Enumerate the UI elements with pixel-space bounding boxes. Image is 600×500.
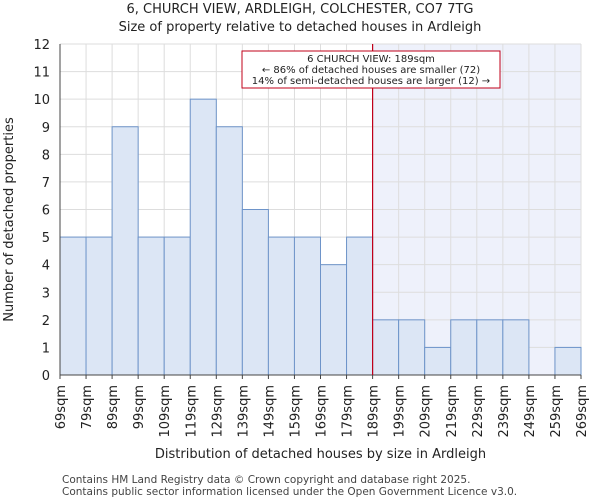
y-tick-label: 2 xyxy=(42,314,50,329)
x-tick-label: 179sqm xyxy=(341,385,356,438)
annotation-line: ← 86% of detached houses are smaller (72… xyxy=(262,65,480,76)
bar xyxy=(372,319,400,376)
bar xyxy=(502,319,530,376)
x-tick-label: 89sqm xyxy=(106,385,121,429)
x-tick-label: 109sqm xyxy=(158,385,173,438)
y-tick-label: 9 xyxy=(42,121,50,136)
footer-line-2: Contains public sector information licen… xyxy=(62,486,518,498)
x-tick-label: 249sqm xyxy=(523,385,538,438)
annotation-line: 6 CHURCH VIEW: 189sqm xyxy=(307,54,435,65)
y-tick-label: 6 xyxy=(42,204,50,219)
bar xyxy=(424,346,452,376)
y-tick-label: 10 xyxy=(33,93,50,108)
y-tick-label: 3 xyxy=(42,286,50,301)
x-axis-label: Distribution of detached houses by size … xyxy=(155,447,486,462)
annotation-box xyxy=(241,50,501,89)
bar xyxy=(189,98,217,376)
bar xyxy=(398,319,426,376)
x-tick-label: 129sqm xyxy=(210,385,225,438)
bar xyxy=(450,319,478,376)
footer-line-1: Contains HM Land Registry data © Crown c… xyxy=(62,474,471,486)
x-tick-label: 239sqm xyxy=(497,385,512,438)
x-tick-label: 269sqm xyxy=(575,385,590,438)
x-tick-label: 149sqm xyxy=(262,385,277,438)
bar xyxy=(59,236,87,376)
bar xyxy=(320,264,348,376)
bar xyxy=(554,346,582,376)
x-tick-label: 229sqm xyxy=(471,385,486,438)
y-tick-label: 1 xyxy=(42,341,50,356)
x-tick-label: 209sqm xyxy=(419,385,434,438)
y-axis-label: Number of detached properties xyxy=(2,117,17,322)
bar xyxy=(476,319,504,376)
chart-title: 6, CHURCH VIEW, ARDLEIGH, COLCHESTER, CO… xyxy=(126,2,474,17)
y-tick-label: 7 xyxy=(42,176,50,191)
y-tick-label: 4 xyxy=(42,259,50,274)
bar xyxy=(346,236,374,376)
bar xyxy=(215,126,243,376)
x-tick-label: 119sqm xyxy=(184,385,199,438)
y-tick-label: 5 xyxy=(42,231,50,246)
bar xyxy=(85,236,113,376)
x-tick-label: 199sqm xyxy=(393,385,408,438)
x-tick-label: 219sqm xyxy=(445,385,460,438)
bar xyxy=(163,236,191,376)
annotation-line: 14% of semi-detached houses are larger (… xyxy=(252,76,490,87)
y-tick-label: 12 xyxy=(33,38,50,53)
x-tick-label: 99sqm xyxy=(132,385,147,429)
x-tick-label: 189sqm xyxy=(367,385,382,438)
bar xyxy=(293,236,322,376)
bar xyxy=(267,236,295,376)
bar xyxy=(111,126,139,376)
bar xyxy=(241,209,269,376)
x-tick-label: 159sqm xyxy=(288,385,303,438)
y-tick-label: 11 xyxy=(33,66,50,81)
x-tick-label: 139sqm xyxy=(236,385,251,438)
y-tick-label: 0 xyxy=(42,369,50,384)
x-tick-label: 259sqm xyxy=(549,385,564,438)
bar xyxy=(137,236,165,376)
x-tick-label: 79sqm xyxy=(80,385,95,429)
x-tick-label: 169sqm xyxy=(315,385,330,438)
chart-subtitle: Size of property relative to detached ho… xyxy=(118,20,482,35)
x-tick-label: 69sqm xyxy=(54,385,69,429)
y-tick-label: 8 xyxy=(42,148,50,163)
